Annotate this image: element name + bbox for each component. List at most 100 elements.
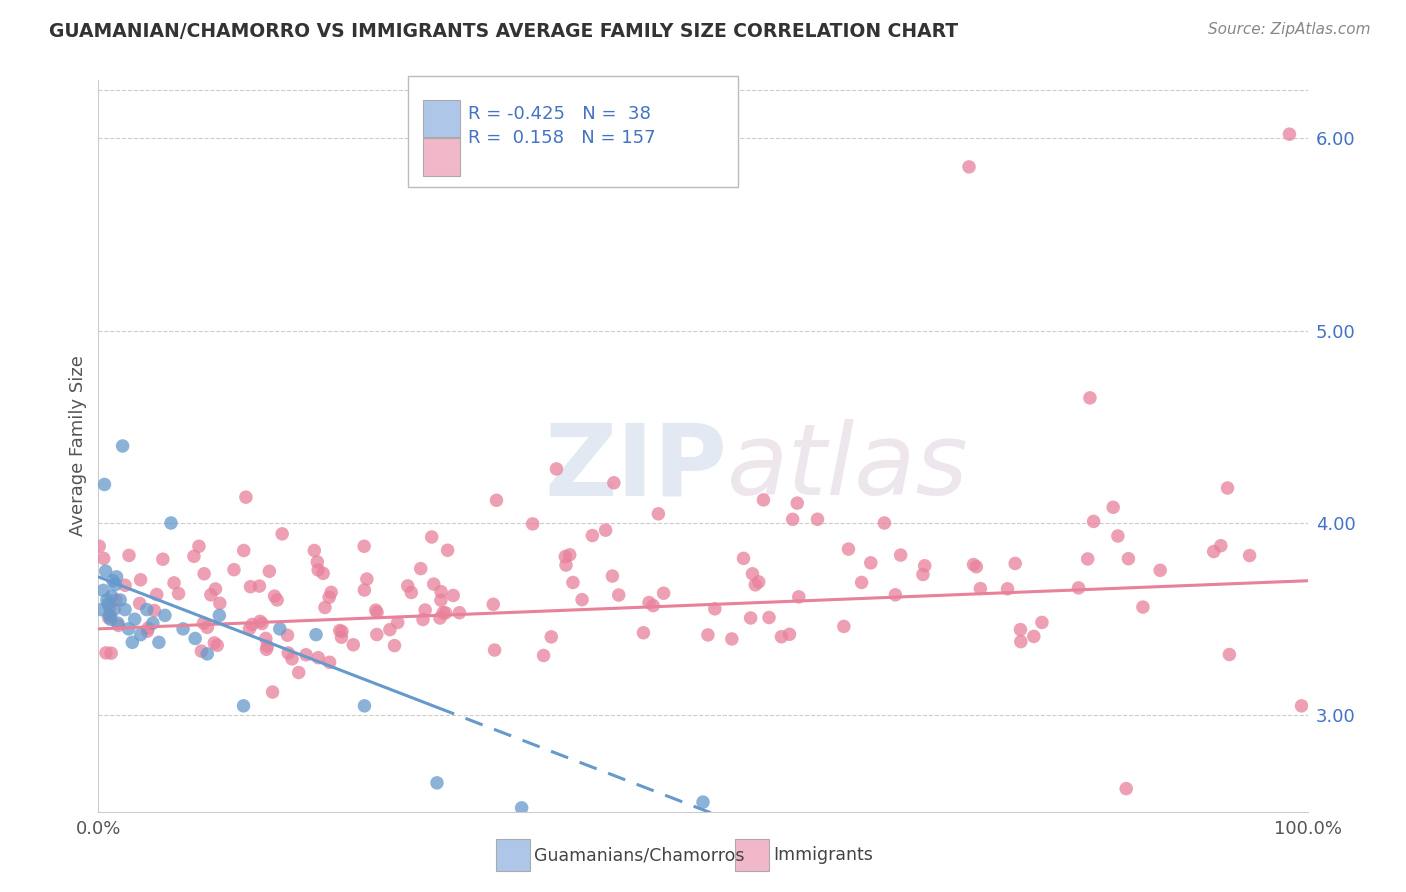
Point [114,578,136,592]
Point [430,593,453,607]
Point [752,492,775,507]
Point [97,610,120,624]
Point [412,613,434,627]
Point [911,567,934,582]
Point [93,551,115,566]
Point [962,558,984,572]
Point [353,698,375,713]
Point [607,588,630,602]
Point [353,582,375,597]
Point [806,512,828,526]
Point [145,587,167,601]
Point [533,648,555,663]
Point [304,543,326,558]
Point [276,628,298,642]
Point [96,593,118,607]
Point [208,596,231,610]
Point [184,632,207,646]
Point [314,600,336,615]
Point [1022,629,1045,643]
Point [318,591,340,605]
Point [104,593,127,607]
Point [105,570,128,584]
Point [100,609,122,624]
Text: atlas: atlas [727,419,969,516]
Point [562,575,585,590]
Point [1107,529,1129,543]
Point [1004,557,1026,571]
Point [281,652,304,666]
Point [193,616,215,631]
Point [208,608,231,623]
Point [1209,539,1232,553]
Point [128,596,150,610]
Point [163,575,186,590]
Text: Guamanians/Chamorros: Guamanians/Chamorros [534,847,745,864]
Point [232,698,254,713]
Point [271,526,294,541]
Point [740,611,762,625]
Point [965,559,987,574]
Point [195,620,218,634]
Point [187,539,209,553]
Point [97,597,120,611]
Point [232,543,254,558]
Point [420,530,443,544]
Point [779,627,801,641]
Point [837,542,859,557]
Point [413,603,436,617]
Point [152,552,174,566]
Point [101,574,124,588]
Point [114,602,136,616]
Point [522,516,544,531]
Point [770,630,793,644]
Point [1078,391,1101,405]
Point [741,566,763,581]
Point [329,624,352,638]
Point [100,646,122,660]
Point [98,600,121,615]
Point [744,578,766,592]
Point [429,611,451,625]
Point [240,617,263,632]
Point [262,685,284,699]
Point [409,561,432,575]
Point [430,584,453,599]
Point [91,583,114,598]
Point [239,580,262,594]
Point [238,622,260,636]
Point [183,549,205,564]
Point [540,630,562,644]
Point [696,628,718,642]
Point [482,598,505,612]
Point [602,569,624,583]
Point [603,475,626,490]
Point [153,608,176,623]
Point [643,599,665,613]
Point [1218,648,1240,662]
Point [546,462,568,476]
Point [307,555,329,569]
Point [510,801,533,815]
Point [1291,698,1313,713]
Point [378,623,401,637]
Point [485,493,508,508]
Point [250,616,273,631]
Text: Source: ZipAtlas.com: Source: ZipAtlas.com [1208,22,1371,37]
Text: R = -0.425   N =  38: R = -0.425 N = 38 [468,105,651,123]
Point [259,564,281,578]
Point [884,588,907,602]
Point [554,549,576,564]
Point [1278,127,1301,141]
Point [571,592,593,607]
Point [1202,544,1225,558]
Point [733,551,755,566]
Point [426,776,449,790]
Y-axis label: Average Family Size: Average Family Size [69,356,87,536]
Point [782,512,804,526]
Text: Immigrants: Immigrants [773,847,873,864]
Point [558,548,581,562]
Point [307,650,329,665]
Point [787,590,810,604]
Point [307,563,329,577]
